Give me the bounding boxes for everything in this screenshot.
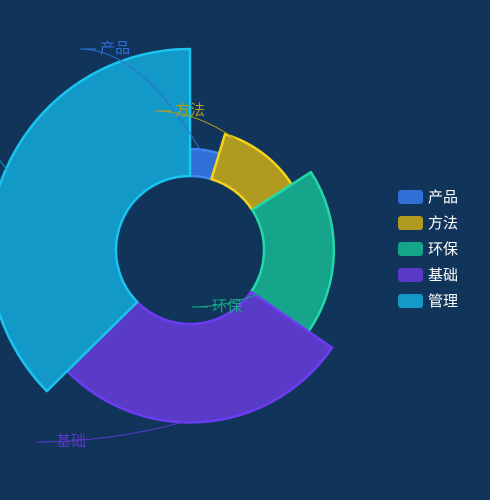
slice-label-3: 环保 [212,297,242,315]
legend-item-2[interactable]: 方法 [398,214,458,232]
legend-item-3[interactable]: 环保 [398,240,458,258]
legend-label-5: 管理 [428,292,458,310]
legend-label-2: 方法 [428,214,458,232]
legend-swatch-2 [398,216,423,230]
legend-swatch-4 [398,268,423,282]
legend-item-1[interactable]: 产品 [398,188,458,206]
slice-4[interactable] [65,290,334,424]
legend-swatch-1 [398,190,423,204]
leader-line-4 [35,415,205,443]
slice-label-2: 方法 [175,101,205,119]
legend-item-4[interactable]: 基础 [398,266,458,284]
slice-label-1: 产品 [100,39,130,57]
chart-leader-lines [0,48,329,443]
legend-label-3: 环保 [428,240,458,258]
leader-line-5 [0,159,11,175]
slice-label-4: 基础 [56,432,86,450]
legend-swatch-3 [398,242,423,256]
legend-swatch-5 [398,294,423,308]
legend-label-1: 产品 [428,188,458,206]
leader-line-1 [79,48,205,157]
leader-line-3 [191,251,329,308]
legend-item-5[interactable]: 管理 [398,292,458,310]
chart-slices [0,47,336,424]
legend-label-4: 基础 [428,266,458,284]
leader-line-2 [154,110,260,159]
slice-5[interactable] [0,47,192,393]
